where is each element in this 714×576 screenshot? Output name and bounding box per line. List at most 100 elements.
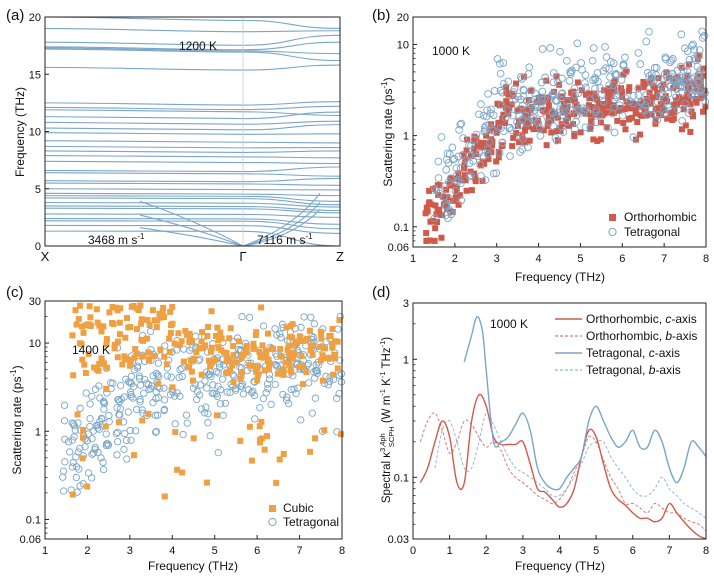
cubic-point [327, 355, 334, 362]
cubic-point [111, 341, 118, 348]
cubic-point [237, 437, 244, 444]
orthorhombic-point [654, 107, 661, 114]
tetragonal-point [636, 60, 645, 68]
panel-b-x-tick-label: 5 [577, 253, 583, 265]
tetragonal-point [466, 150, 474, 159]
cubic-point [296, 363, 303, 370]
sound-velocity-left: 3468 m s-1 [88, 232, 145, 247]
cubic-point [111, 345, 118, 352]
phonon-band [44, 207, 341, 214]
temperature-label: 1400 K [72, 343, 110, 357]
tetragonal-point [621, 53, 629, 62]
tetragonal-point [271, 325, 279, 333]
cubic-point [265, 356, 272, 363]
tetragonal-point [88, 392, 96, 401]
panel-c-x-tick-label: 2 [84, 545, 90, 557]
panel-d-x-tick-label: 1 [447, 545, 453, 557]
tetragonal-point [311, 374, 319, 382]
orthorhombic-point [477, 162, 484, 169]
panel-a: (a) 0 5 10 15 20 X Γ Z 1200 K 3468 m s-1 7116 … [6, 7, 344, 264]
tetragonal-point [687, 91, 695, 99]
orthorhombic-point [594, 137, 601, 144]
cubic-point [238, 369, 245, 376]
tetragonal-point [64, 438, 73, 446]
cubic-point [79, 455, 86, 462]
tetragonal-point [663, 101, 672, 109]
tetragonal-point [154, 359, 163, 367]
orthorhombic-point [489, 138, 496, 145]
cubic-point [137, 302, 144, 309]
cubic-point [318, 335, 325, 342]
orthorhombic-point [632, 110, 639, 117]
panel-b-x-tick-label: 1 [410, 253, 416, 265]
panel-c-x-tick-label: 7 [297, 545, 303, 557]
cubic-point [296, 333, 303, 340]
cubic-point [307, 448, 314, 455]
orthorhombic-point [509, 143, 516, 150]
tetragonal-point [457, 119, 466, 128]
tetragonal-point [99, 465, 108, 474]
orthorhombic-point [669, 116, 676, 123]
tetragonal-point [696, 66, 704, 75]
orthorhombic-point [502, 119, 509, 126]
tetragonal-point [654, 111, 662, 119]
tetragonal-point [202, 403, 210, 411]
tetragonal-point [201, 377, 209, 385]
orthorhombic-point [678, 126, 685, 133]
orthorhombic-point [571, 111, 578, 118]
legend-marker-orthorhombic [609, 214, 616, 221]
tetragonal-point [325, 377, 334, 385]
tetragonal-point [66, 448, 74, 456]
orthorhombic-point [514, 107, 521, 114]
cubic-point [81, 361, 88, 368]
tetragonal-point [285, 400, 293, 408]
orthorhombic-point [687, 101, 694, 108]
cubic-point [285, 343, 292, 350]
panel-d-x-tick-label: 6 [630, 545, 636, 557]
tetragonal-point [682, 61, 691, 70]
panel-b-y-tick-label: 0.06 [388, 242, 409, 254]
cubic-point [125, 324, 132, 331]
cubic-point [116, 331, 123, 338]
orthorhombic-point [489, 142, 496, 149]
orthorhombic-point [493, 158, 500, 165]
tetragonal-point [524, 143, 532, 152]
tetragonal-point [180, 345, 188, 353]
orthorhombic-point [696, 73, 703, 80]
cubic-point [74, 411, 81, 418]
orthorhombic-point [524, 111, 531, 118]
cubic-point [309, 351, 316, 358]
orthorhombic-point [456, 192, 463, 199]
tetragonal-point [75, 465, 83, 473]
tetragonal-point [107, 379, 115, 387]
tetragonal-point [59, 487, 68, 495]
orthorhombic-point [552, 111, 559, 118]
phonon-band [44, 27, 341, 33]
tetragonal-point [138, 406, 146, 414]
cubic-point [153, 324, 160, 331]
tetragonal-point [279, 390, 287, 399]
phonon-band [44, 47, 341, 55]
orthorhombic-point [588, 113, 595, 120]
panel-d-ticks: 0 1 2 3 4 5 6 7 8 0.03 0.1 1 3 [388, 298, 709, 557]
cubic-point [323, 354, 330, 361]
tetragonal-point [72, 463, 81, 471]
tetragonal-point [483, 145, 492, 153]
cubic-point [258, 418, 265, 425]
tetragonal-point [534, 119, 543, 127]
cubic-point [98, 328, 105, 335]
tetragonal-point [437, 133, 446, 141]
panel-d-lines [419, 315, 707, 540]
orthorhombic-point [685, 86, 692, 93]
cubic-point [331, 351, 338, 358]
orthorhombic-point [423, 230, 430, 237]
tetragonal-point [678, 116, 687, 125]
cubic-point [254, 371, 261, 378]
tetragonal-point [549, 78, 558, 87]
tetragonal-point [666, 58, 674, 67]
tetragonal-point [151, 428, 160, 437]
panel-d-legend: Orthorhombic, c-axis Orthorhombic, b-axis… [555, 312, 697, 377]
tetragonal-point [591, 84, 599, 93]
cubic-point [236, 338, 243, 345]
